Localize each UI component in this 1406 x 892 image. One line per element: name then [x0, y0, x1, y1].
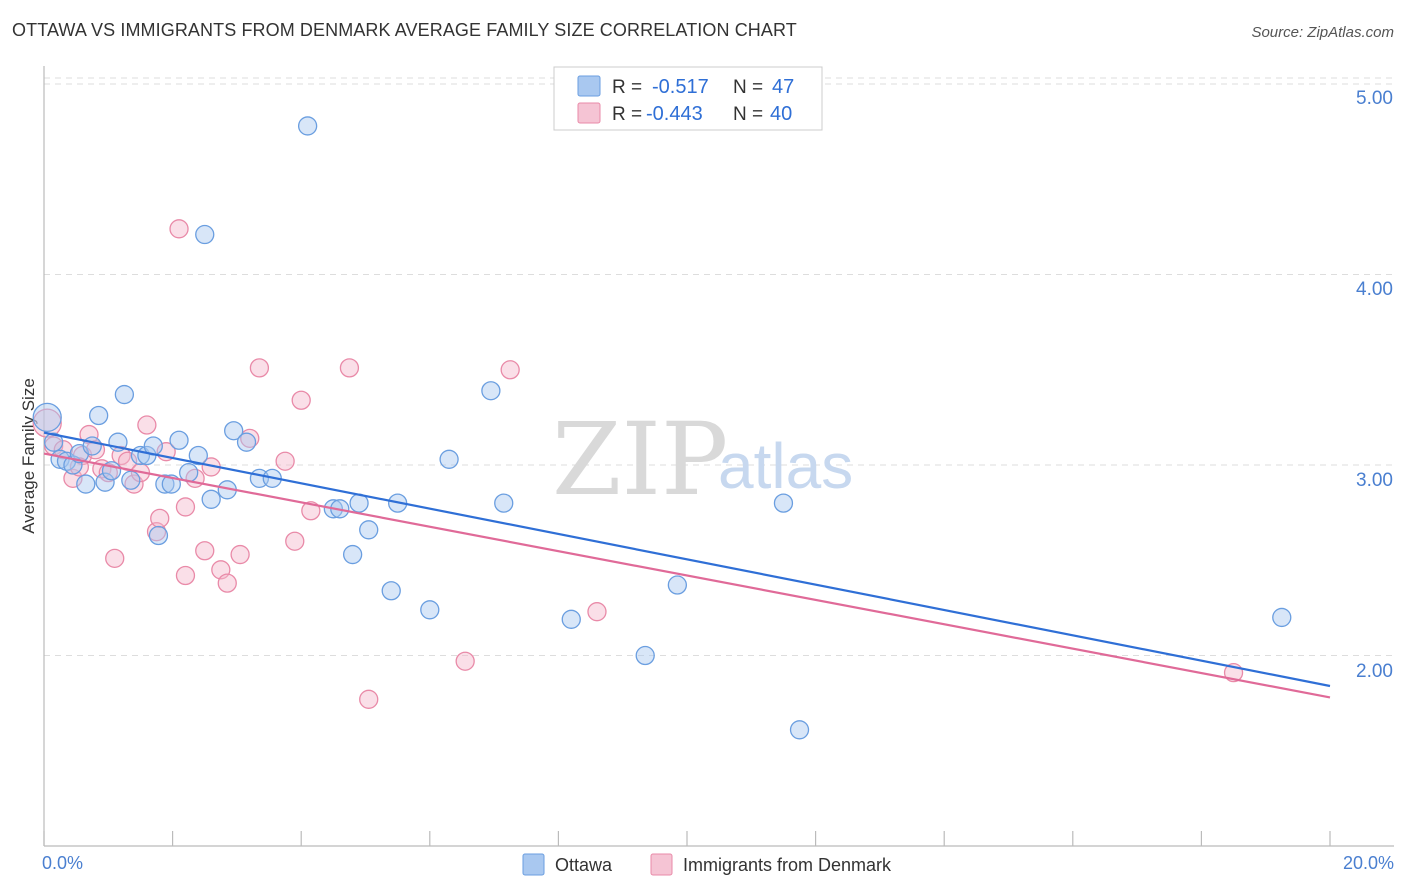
data-point [105, 548, 125, 569]
watermark-zip: ZIP [552, 401, 728, 518]
legend-r-value: -0.443 [646, 103, 703, 125]
data-point [114, 384, 135, 405]
source-label: Source: ZipAtlas.com [1251, 24, 1394, 41]
chart-title: OTTAWA VS IMMIGRANTS FROM DENMARK AVERAG… [12, 20, 797, 40]
data-point [275, 451, 295, 471]
y-tick-label: 5.00 [1356, 88, 1393, 109]
data-point [439, 449, 459, 469]
legend-n-label: N = [733, 104, 763, 125]
trend-line-ottawa [43, 431, 1331, 688]
legend-r-label: R = [612, 104, 642, 125]
y-tick-label: 2.00 [1356, 661, 1393, 682]
data-point [773, 493, 794, 513]
data-point [169, 430, 189, 450]
data-point [137, 415, 157, 435]
legend-n-value: 40 [770, 103, 792, 125]
x-tick-label: 0.0% [42, 853, 83, 873]
data-point [455, 651, 475, 671]
data-point [561, 609, 581, 629]
data-point [230, 544, 250, 565]
data-point [224, 421, 244, 441]
data-point [667, 575, 688, 595]
legend-label-ottawa: Ottawa [555, 855, 613, 875]
data-point [635, 645, 655, 666]
data-point [89, 405, 109, 426]
ottawa-points [32, 116, 1292, 740]
legend-swatch-ottawa [577, 75, 601, 97]
data-point [169, 219, 189, 239]
data-point [789, 720, 810, 740]
legend-n-value: 47 [772, 76, 794, 98]
legend-swatch-ottawa-bottom [522, 853, 545, 876]
y-tick-label: 3.00 [1356, 470, 1393, 491]
data-point [297, 116, 318, 136]
data-point [201, 489, 221, 509]
data-point [150, 508, 170, 529]
data-point [1272, 607, 1292, 628]
data-point [359, 689, 379, 709]
x-tick-marks [43, 831, 1331, 846]
legend-label-denmark: Immigrants from Denmark [683, 855, 892, 875]
gridlines [44, 77, 1394, 657]
data-point [381, 581, 401, 601]
data-point [43, 432, 64, 452]
data-point [494, 493, 514, 513]
correlation-legend: R = -0.517 N = 47 R = -0.443 N = 40 [553, 66, 823, 131]
data-point [82, 436, 102, 456]
data-point [420, 600, 440, 620]
data-point [301, 501, 321, 521]
data-point [175, 565, 196, 586]
data-point [195, 541, 215, 561]
data-point [587, 602, 607, 622]
series-legend: Ottawa Immigrants from Denmark [522, 853, 892, 876]
data-point [32, 402, 62, 433]
data-point [236, 432, 257, 452]
data-point [359, 520, 379, 540]
legend-n-label: N = [733, 77, 763, 98]
data-point [481, 381, 501, 401]
data-point [148, 525, 169, 546]
data-point [249, 358, 270, 378]
legend-swatch-denmark-bottom [650, 853, 673, 876]
data-point [342, 544, 363, 565]
data-point [339, 358, 360, 378]
data-point [76, 474, 96, 494]
data-point [285, 531, 305, 551]
trend-line-denmark [43, 452, 1331, 699]
data-point [188, 445, 208, 466]
data-point [500, 360, 520, 380]
data-point [95, 472, 115, 492]
data-point [291, 390, 311, 410]
legend-swatch-denmark [577, 102, 601, 124]
legend-r-value: -0.517 [652, 76, 709, 98]
trend-lines [43, 431, 1331, 699]
data-point [155, 474, 175, 494]
watermark-atlas: atlas [718, 430, 853, 502]
data-point [217, 573, 237, 593]
data-point [121, 470, 141, 490]
x-tick-label: 20.0% [1343, 853, 1394, 873]
y-axis-label: Average Family Size [19, 378, 38, 534]
legend-r-label: R = [612, 77, 642, 98]
data-point [175, 497, 196, 517]
y-tick-label: 4.00 [1356, 279, 1393, 300]
data-point [195, 224, 215, 245]
